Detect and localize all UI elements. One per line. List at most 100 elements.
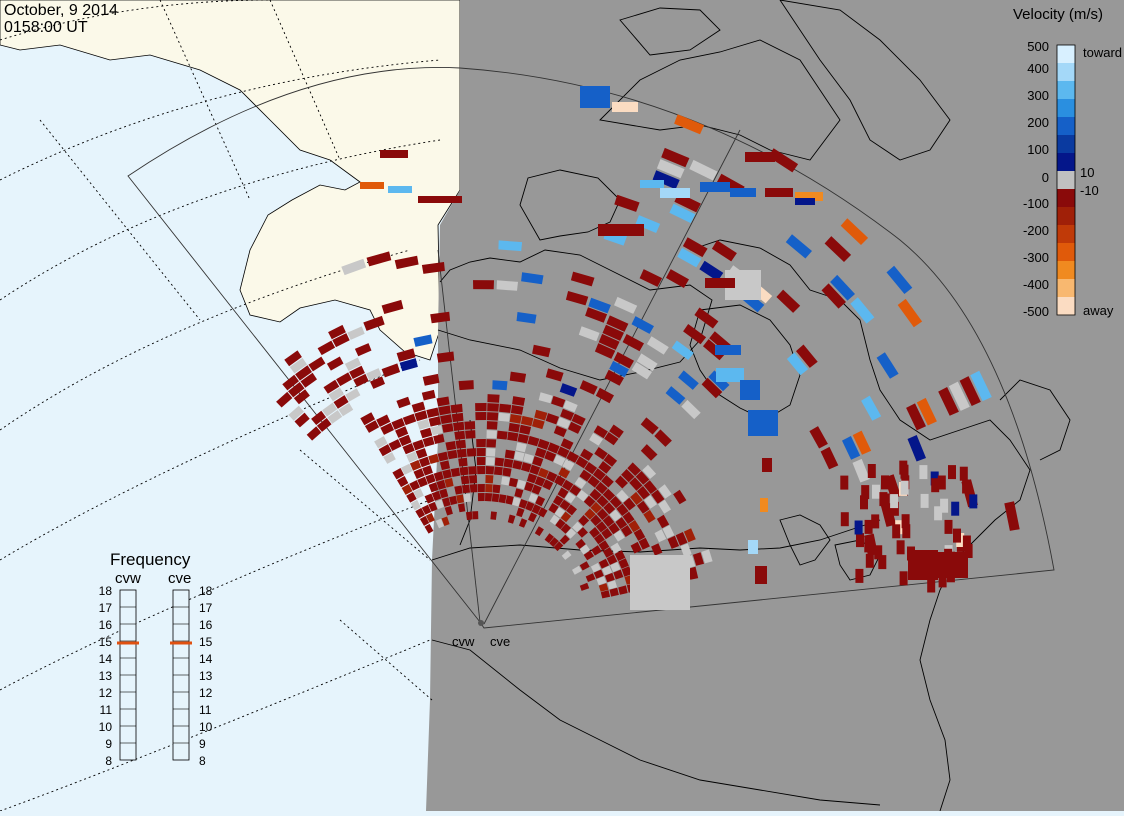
velocity-cell: [496, 430, 508, 440]
velocity-cell: [874, 545, 883, 560]
velocity-cell: [360, 412, 375, 426]
velocity-cell: [514, 488, 524, 498]
velocity-cell: [609, 496, 622, 509]
velocity-cell: [487, 403, 499, 412]
velocity-cell: [689, 159, 718, 181]
velocity-cell: [397, 476, 409, 488]
colorbar-segment: [1057, 135, 1075, 154]
velocity-cell: [662, 525, 675, 539]
velocity-cell: [524, 481, 534, 492]
velocity-cell: [421, 262, 445, 274]
velocity-cell: [534, 447, 547, 459]
velocity-cell: [485, 457, 495, 466]
velocity-cell: [683, 528, 696, 543]
velocity-cell: [559, 499, 571, 511]
velocity-cell: [630, 541, 642, 554]
velocity-cell: [646, 336, 669, 355]
velocity-cell: [402, 443, 415, 455]
velocity-cell: [608, 522, 620, 535]
velocity-cell: [378, 444, 392, 457]
velocity-cell: [901, 514, 910, 529]
velocity-cell: [931, 478, 940, 493]
velocity-cell: [332, 333, 350, 348]
velocity-cell: [435, 499, 444, 510]
velocity-cell: [417, 476, 428, 488]
velocity-cell: [560, 523, 571, 534]
velocity-cell: [370, 376, 385, 389]
velocity-cell: [560, 438, 574, 450]
velocity-cell: [569, 484, 582, 496]
velocity-cell: [388, 186, 412, 193]
velocity-cell: [897, 298, 923, 328]
colorbar-segment: [1057, 117, 1075, 136]
velocity-cell: [601, 528, 613, 540]
velocity-cell: [476, 457, 486, 466]
frequency-tick-cvw: 11: [100, 703, 113, 717]
velocity-cell: [871, 514, 880, 529]
velocity-cell: [447, 449, 458, 460]
velocity-cell: [544, 533, 554, 544]
colorbar-segment: [1057, 279, 1075, 298]
frequency-tick-cve: 9: [199, 737, 206, 751]
frequency-tick-cve: 13: [199, 669, 213, 683]
velocity-cells: [276, 86, 1020, 610]
velocity-cell: [516, 507, 525, 518]
velocity-cell: [401, 484, 413, 495]
velocity-cell: [424, 523, 434, 534]
velocity-cell: [748, 410, 778, 436]
velocity-cell: [613, 530, 625, 542]
velocity-cell: [381, 363, 401, 378]
velocity-cell: [284, 350, 302, 367]
frequency-panel: Frequency cvw cve 18 18 17 17 16 16 15 15 14 14 13…: [99, 550, 213, 768]
velocity-cell: [852, 458, 870, 483]
velocity-cell: [534, 526, 544, 537]
velocity-cell: [485, 493, 493, 502]
velocity-cell: [518, 499, 528, 509]
velocity-cell: [430, 425, 443, 436]
velocity-cell: [560, 408, 575, 421]
velocity-cell: [445, 441, 457, 451]
velocity-cell: [576, 489, 589, 502]
velocity-cell: [476, 448, 486, 457]
velocity-cell: [414, 410, 428, 422]
velocity-cell: [328, 324, 346, 340]
velocity-cell: [456, 448, 467, 458]
velocity-cell: [855, 568, 864, 583]
velocity-cell: [485, 484, 493, 493]
velocity-cell: [842, 436, 861, 460]
velocity-cell: [308, 356, 326, 372]
velocity-cell: [532, 456, 544, 467]
velocity-cell: [579, 582, 590, 591]
velocity-cell: [349, 365, 365, 379]
velocity-cell: [886, 265, 913, 294]
velocity-cell: [509, 371, 527, 383]
velocity-cell: [468, 466, 477, 475]
velocity-cell: [295, 365, 312, 381]
velocity-cell: [959, 376, 981, 406]
velocity-cell: [651, 543, 663, 556]
velocity-cell: [636, 500, 650, 514]
velocity-cell: [395, 426, 409, 438]
velocity-cell: [430, 311, 451, 324]
velocity-cell: [585, 307, 608, 323]
velocity-cell: [840, 512, 849, 527]
velocity-cell: [347, 326, 365, 340]
velocity-cell: [589, 527, 601, 538]
velocity-cell: [596, 495, 609, 508]
velocity-cell: [590, 514, 602, 526]
velocity-cell: [469, 484, 478, 493]
velocity-cell: [760, 498, 768, 512]
velocity-cell: [442, 469, 452, 479]
velocity-cell: [376, 414, 391, 427]
velocity-cell: [864, 538, 873, 553]
velocity-cell: [1004, 501, 1020, 531]
velocity-cell: [562, 479, 574, 491]
velocity-cell: [740, 380, 760, 400]
velocity-cell: [680, 543, 692, 557]
colorbar-frame: [1056, 44, 1076, 316]
frequency-tick-cve: 8: [199, 754, 206, 768]
velocity-cell: [701, 377, 723, 399]
velocity-cell: [486, 430, 497, 439]
velocity-cell: [492, 380, 508, 391]
velocity-cell: [658, 484, 672, 499]
